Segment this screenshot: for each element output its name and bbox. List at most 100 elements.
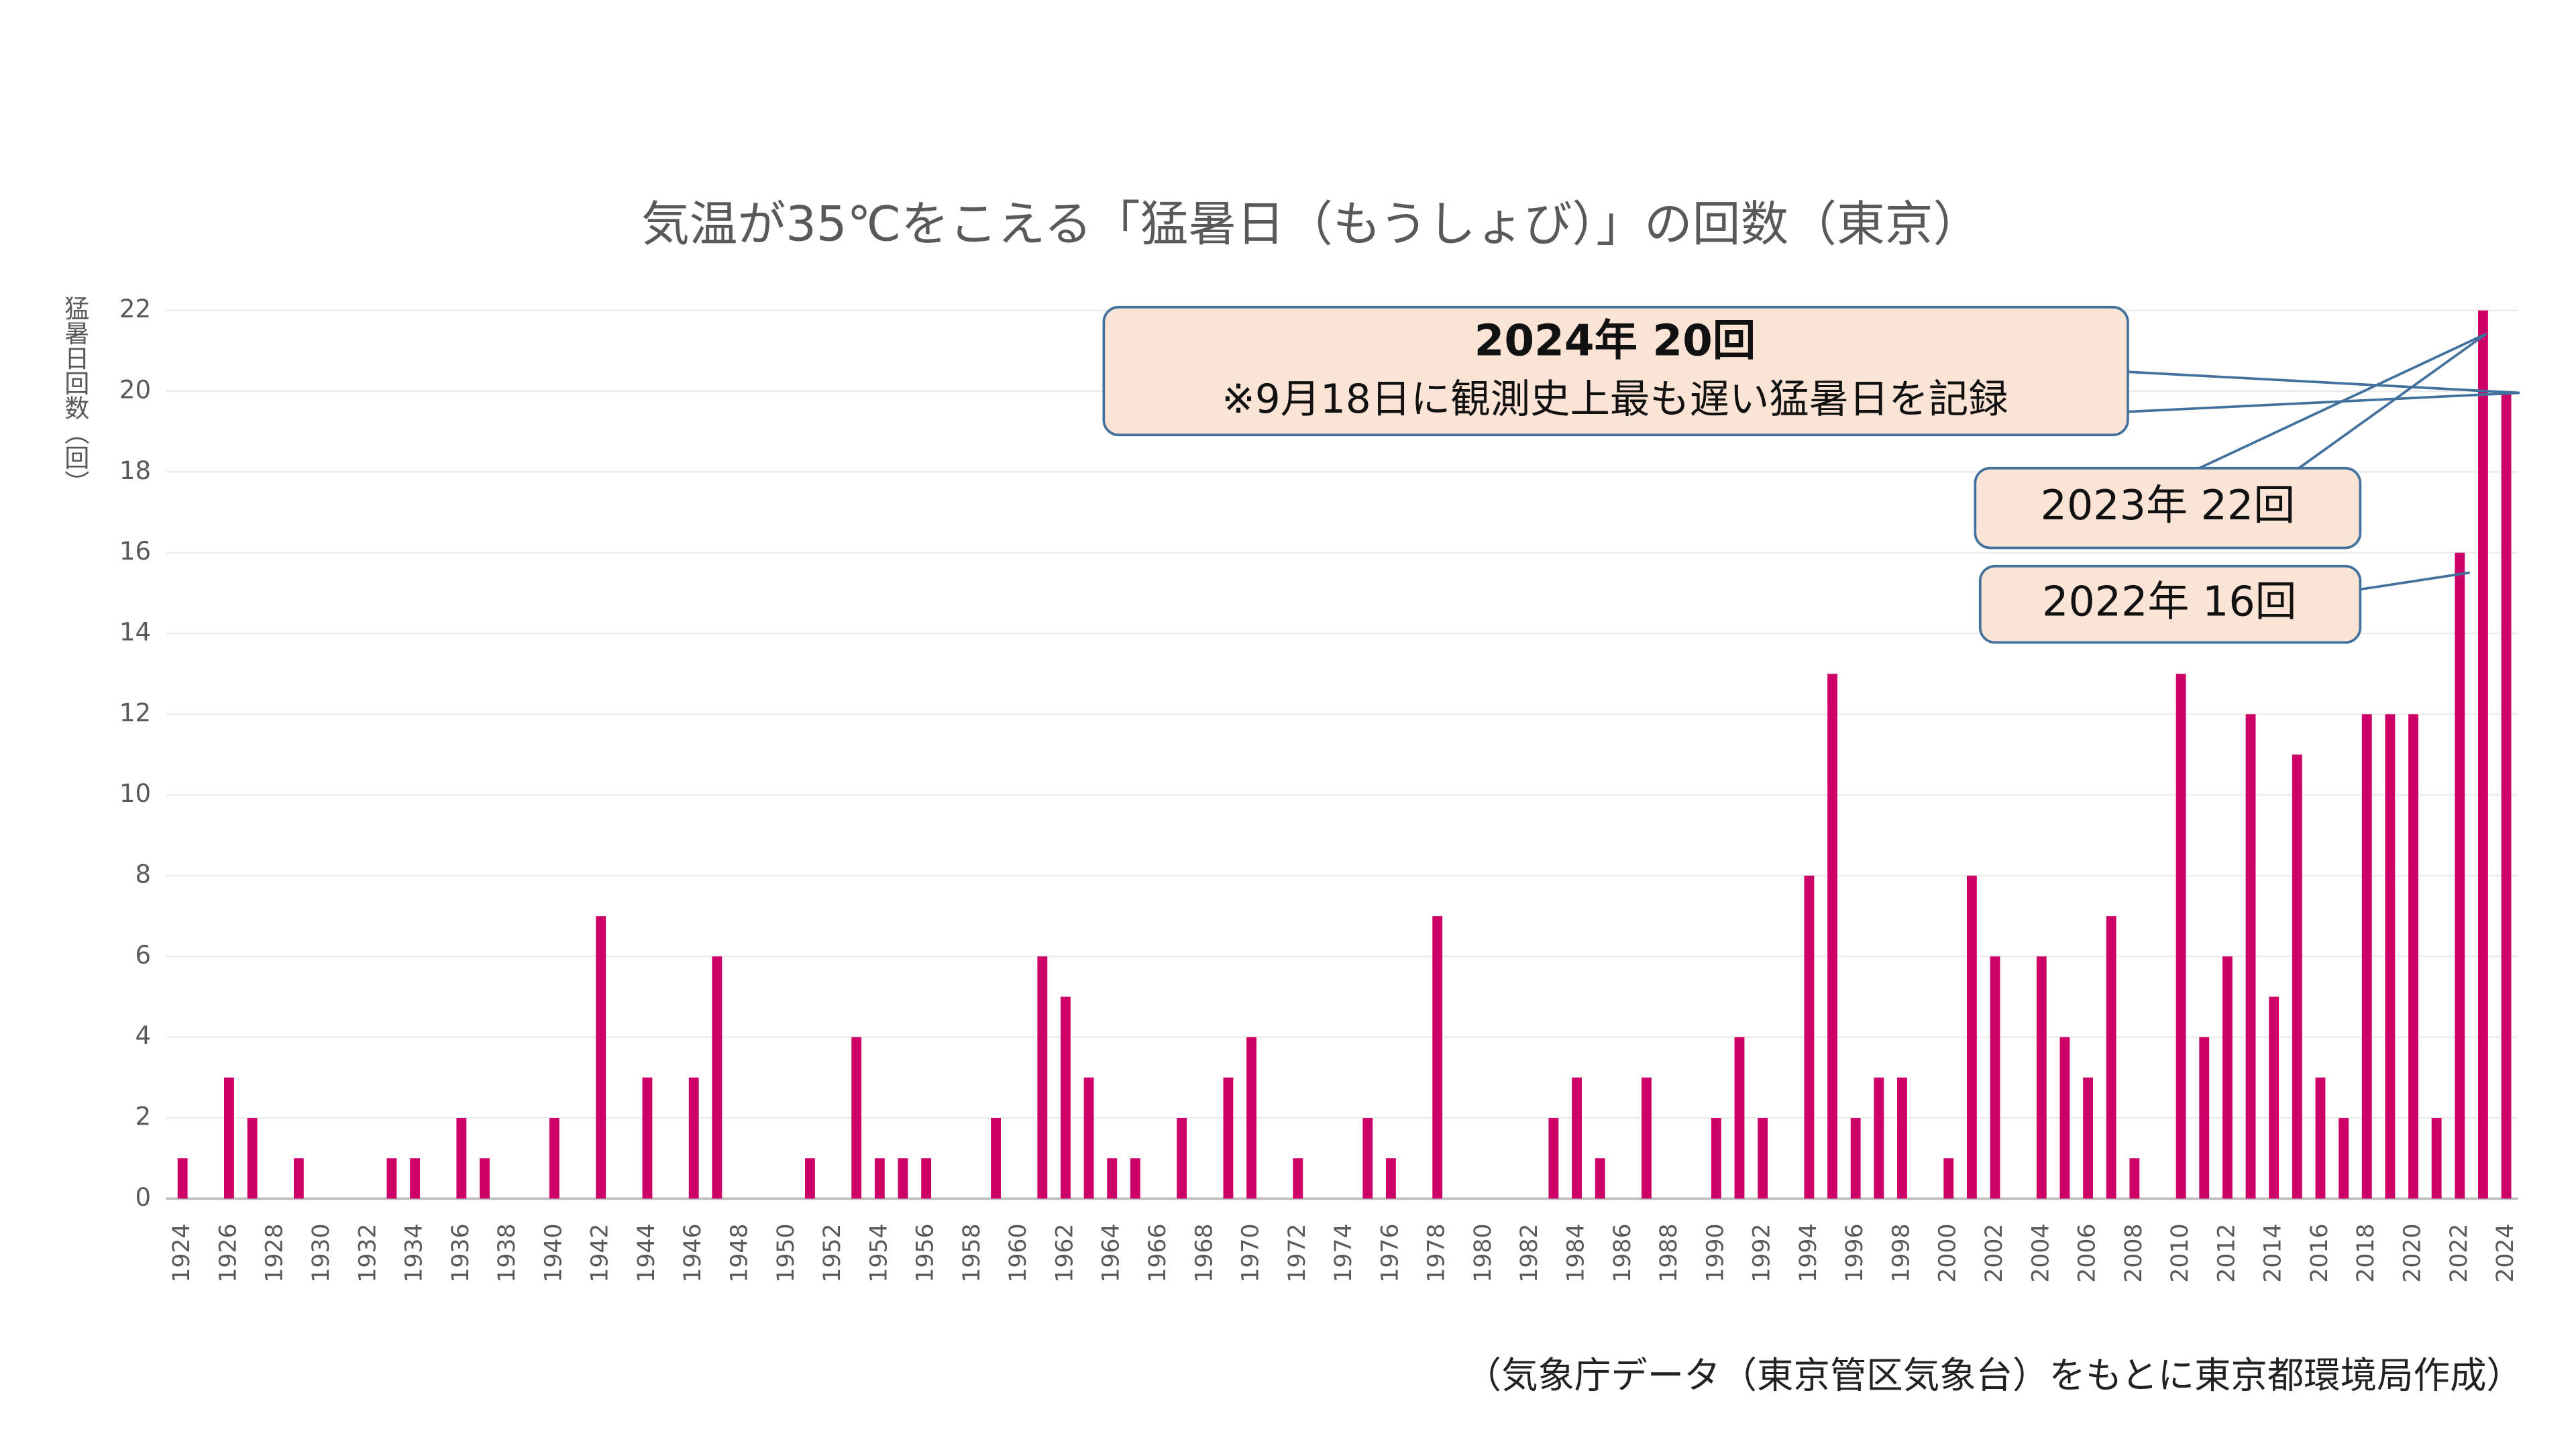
bar <box>688 1077 699 1199</box>
y-tick-label: 20 <box>119 376 151 405</box>
y-tick-label: 14 <box>119 618 151 647</box>
x-tick-label: 2000 <box>1935 1224 1962 1283</box>
callouts: 2024年 20回 ※9月18日に観測史上最も遅い猛暑日を記録 2023年 22回 2… <box>1102 305 2520 644</box>
y-tick-label: 18 <box>119 456 151 485</box>
x-tick-label: 1930 <box>308 1224 335 1283</box>
bar <box>2478 310 2488 1199</box>
x-tick-label: 1996 <box>1841 1224 1868 1283</box>
bar <box>1850 1118 1861 1199</box>
x-tick-label: 2016 <box>2306 1224 2333 1283</box>
bar <box>386 1158 397 1199</box>
x-tick-label: 1998 <box>1888 1224 1915 1283</box>
callout-box <box>1978 564 2362 644</box>
x-tick-label: 1968 <box>1191 1224 1218 1283</box>
y-tick-label: 12 <box>119 698 151 727</box>
bar <box>456 1118 467 1199</box>
x-tick-label: 2012 <box>2213 1224 2240 1283</box>
bar <box>1874 1077 1884 1199</box>
x-tick-label: 1932 <box>354 1224 381 1283</box>
x-tick-label: 1970 <box>1238 1224 1265 1283</box>
y-tick-label: 4 <box>136 1021 152 1050</box>
bar <box>1362 1118 1373 1199</box>
bar <box>410 1158 420 1199</box>
x-tick-label: 1978 <box>1424 1224 1450 1283</box>
x-tick-label: 1972 <box>1284 1224 1311 1283</box>
x-tick-label: 1960 <box>1005 1224 1032 1283</box>
callout-line <box>2360 571 2470 591</box>
callout-line <box>2127 391 2520 413</box>
x-tick-label: 1944 <box>633 1224 660 1283</box>
x-tick-label: 2014 <box>2260 1224 2287 1283</box>
bar <box>2501 391 2512 1199</box>
bar <box>1083 1077 1094 1199</box>
x-tick-label: 1994 <box>1795 1224 1822 1283</box>
callout-box <box>1102 305 2129 437</box>
bar <box>2059 1037 2070 1199</box>
callout-text: 2023年 22回 <box>2041 481 2295 529</box>
bar <box>851 1037 862 1199</box>
x-tick-label: 1986 <box>1609 1224 1636 1283</box>
bar <box>1595 1158 1605 1199</box>
bar <box>1385 1158 1396 1199</box>
bar <box>2083 1077 2093 1199</box>
bar <box>2431 1118 2442 1199</box>
bar <box>898 1158 908 1199</box>
y-tick-label: 10 <box>119 779 151 808</box>
x-tick-label: 1938 <box>494 1224 521 1283</box>
bar <box>1061 996 1071 1199</box>
bar <box>2385 714 2396 1199</box>
x-tick-label: 2020 <box>2400 1224 2426 1283</box>
x-tick-label: 2002 <box>1981 1224 2008 1283</box>
x-tick-label: 1950 <box>773 1224 800 1283</box>
bar <box>2408 714 2418 1199</box>
x-tick-label: 1954 <box>865 1224 892 1283</box>
bar <box>2036 956 2047 1199</box>
bar <box>1107 1158 1118 1199</box>
bar <box>1642 1077 1652 1199</box>
x-tick-label: 1974 <box>1330 1224 1357 1283</box>
x-tick-label: 1966 <box>1144 1224 1171 1283</box>
x-tick-label: 1984 <box>1563 1224 1590 1283</box>
x-tick-label: 1946 <box>680 1224 706 1283</box>
x-tick-label: 1924 <box>168 1224 195 1283</box>
bar <box>1293 1158 1303 1199</box>
bar <box>1734 1037 1745 1199</box>
bar <box>991 1118 1001 1199</box>
callout-line <box>2298 332 2487 470</box>
bar <box>1943 1158 1954 1199</box>
x-tick-label: 1992 <box>1749 1224 1776 1283</box>
bar <box>480 1158 490 1199</box>
bar <box>1177 1118 1187 1199</box>
x-tick-label: 2018 <box>2353 1224 2379 1283</box>
bar <box>2176 674 2186 1199</box>
callout-text: 2022年 16回 <box>2042 578 2296 626</box>
x-tick-label: 2024 <box>2492 1224 2519 1283</box>
bar <box>2106 916 2116 1199</box>
bar <box>2339 1118 2349 1199</box>
bar <box>1246 1037 1256 1199</box>
x-tick-label: 2004 <box>2027 1224 2054 1283</box>
x-tick-label: 1952 <box>819 1224 846 1283</box>
bar <box>247 1118 258 1199</box>
bar <box>2455 552 2465 1199</box>
x-tick-label: 1976 <box>1377 1224 1403 1283</box>
x-tick-label: 1980 <box>1470 1224 1497 1283</box>
callout-box <box>1974 466 2362 550</box>
bar <box>2269 996 2279 1199</box>
x-tick-label: 1934 <box>401 1224 428 1283</box>
y-tick-label: 6 <box>136 941 152 970</box>
x-tick-label: 1982 <box>1516 1224 1543 1283</box>
bar <box>2199 1037 2210 1199</box>
x-tick-label: 1942 <box>587 1224 614 1283</box>
bar <box>1130 1158 1140 1199</box>
x-tick-label: 1940 <box>540 1224 567 1283</box>
bar <box>1804 876 1815 1199</box>
bar <box>2315 1077 2326 1199</box>
source-note: （気象庁データ（東京管区気象台）をもとに東京都環境局作成） <box>1465 1354 2523 1397</box>
x-tick-label: 2010 <box>2167 1224 2194 1283</box>
bar <box>549 1118 559 1199</box>
bars: 1924 1926 1928 1930 1932 1934 1936 1938 1940 1942… <box>168 310 2519 1283</box>
callout-text: ※9月18日に観測史上最も遅い猛暑日を記録 <box>1222 376 2008 423</box>
bar <box>1223 1077 1234 1199</box>
bar <box>805 1158 815 1199</box>
